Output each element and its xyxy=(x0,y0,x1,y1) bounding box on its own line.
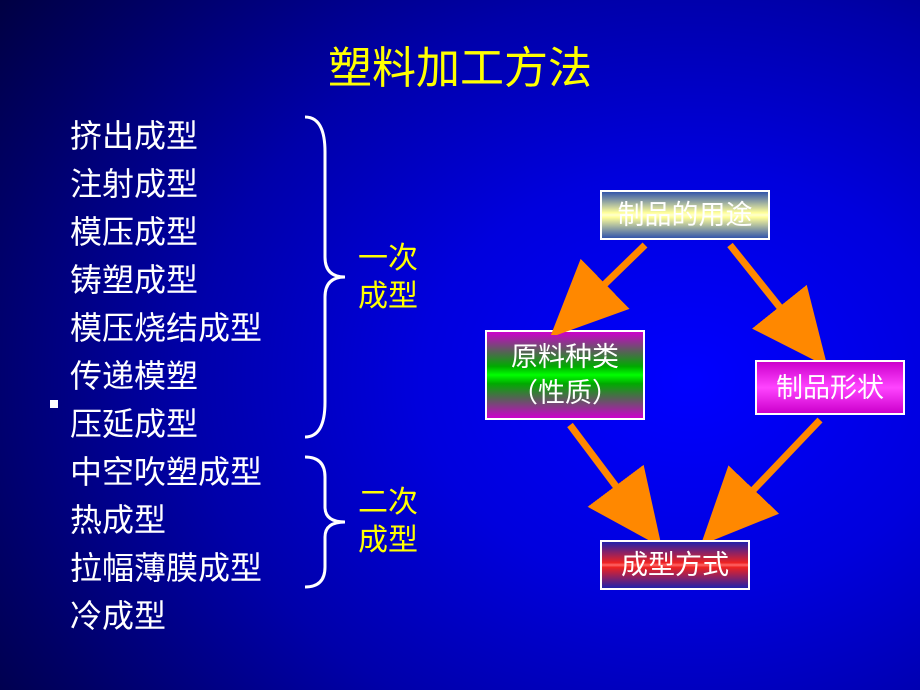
page-title: 塑料加工方法 xyxy=(328,32,592,96)
node-material: 原料种类 （性质） xyxy=(485,330,645,420)
list-item: 注射成型 xyxy=(70,160,262,208)
list-bullet-marker xyxy=(50,400,58,408)
stage-line: 一次 xyxy=(358,242,418,275)
node-label: 制品形状 xyxy=(776,370,884,406)
arrow-icon xyxy=(555,420,675,540)
brace-icon xyxy=(300,452,350,592)
list-item: 模压烧结成型 xyxy=(70,304,262,352)
stage-line: 成型 xyxy=(358,524,418,557)
node-label: 成型方式 xyxy=(621,547,729,583)
node-method: 成型方式 xyxy=(600,540,750,590)
stage-primary-label: 一次 成型 xyxy=(358,240,418,316)
stage-secondary-label: 二次 成型 xyxy=(358,484,418,560)
node-usage: 制品的用途 xyxy=(600,190,770,240)
list-item: 铸塑成型 xyxy=(70,256,262,304)
list-item: 压延成型 xyxy=(70,400,262,448)
list-item: 挤出成型 xyxy=(70,112,262,160)
list-item: 拉幅薄膜成型 xyxy=(70,544,262,592)
stage-line: 二次 xyxy=(358,486,418,519)
arrow-icon xyxy=(700,415,840,540)
node-label: 原料种类 （性质） xyxy=(511,339,619,411)
stage-line: 成型 xyxy=(358,280,418,313)
methods-list: 挤出成型 注射成型 模压成型 铸塑成型 模压烧结成型 传递模塑 压延成型 中空吹… xyxy=(70,112,262,640)
arrow-icon xyxy=(550,240,670,335)
node-line: （性质） xyxy=(511,378,619,408)
node-line: 原料种类 xyxy=(511,342,619,372)
list-item: 中空吹塑成型 xyxy=(70,448,262,496)
node-shape: 制品形状 xyxy=(755,360,905,415)
list-item: 传递模塑 xyxy=(70,352,262,400)
brace-icon xyxy=(300,112,350,442)
list-item: 热成型 xyxy=(70,496,262,544)
node-label: 制品的用途 xyxy=(618,197,753,233)
arrow-icon xyxy=(720,240,840,360)
list-item: 冷成型 xyxy=(70,592,262,640)
list-item: 模压成型 xyxy=(70,208,262,256)
